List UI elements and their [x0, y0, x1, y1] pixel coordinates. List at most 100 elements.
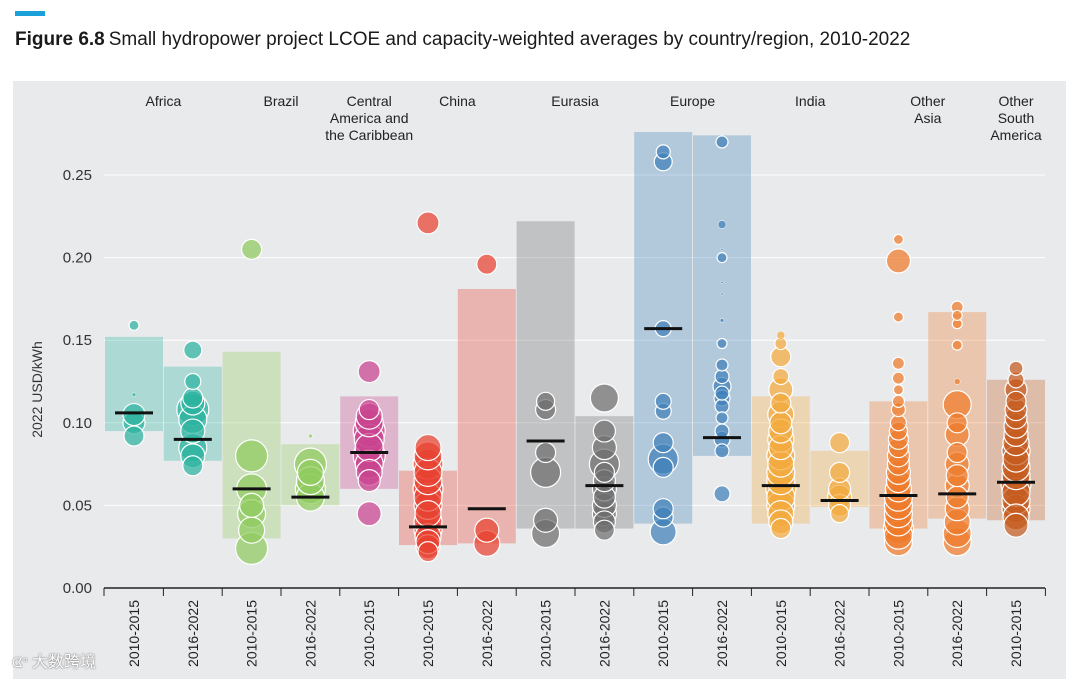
data-point: [945, 485, 969, 509]
region-label-line: Asia: [914, 110, 941, 126]
x-tick-label: 2010-2015: [1008, 600, 1024, 667]
y-tick-label: 0.10: [63, 415, 92, 432]
data-point: [716, 252, 728, 264]
data-point: [772, 367, 790, 386]
data-point: [946, 441, 968, 464]
data-point: [357, 359, 381, 384]
region-label: Central America and the Caribbean: [325, 93, 413, 143]
data-point: [719, 318, 725, 323]
x-tick-label: 2010-2015: [890, 600, 906, 667]
data-point: [589, 383, 620, 413]
data-point: [417, 541, 439, 563]
data-point: [770, 517, 792, 540]
data-point: [1005, 390, 1027, 412]
data-point: [720, 292, 724, 296]
data-point: [714, 385, 730, 401]
data-point: [128, 319, 140, 331]
region-label: India: [795, 93, 826, 109]
region-label-line: Other: [910, 93, 945, 109]
region-label: Africa: [146, 93, 182, 109]
data-point: [535, 391, 556, 411]
x-tick-label: 2010-2015: [244, 600, 260, 667]
region-label-line: Europe: [670, 93, 715, 109]
data-point: [892, 384, 905, 396]
data-point: [891, 356, 906, 370]
data-point: [183, 340, 203, 360]
region-label-line: South: [998, 110, 1035, 126]
data-point: [356, 501, 382, 527]
data-point: [235, 439, 269, 473]
data-point: [592, 419, 617, 443]
data-point: [180, 418, 206, 444]
data-point: [828, 432, 851, 454]
x-tick-label: 2010-2015: [361, 600, 377, 667]
x-tick-label: 2016-2022: [832, 600, 848, 667]
data-point: [358, 398, 380, 421]
data-point: [414, 500, 442, 528]
data-point: [184, 372, 202, 391]
region-label: China: [439, 93, 476, 109]
region-label-line: Africa: [146, 93, 182, 109]
data-point: [652, 456, 674, 479]
region-label-line: Central: [347, 93, 392, 109]
data-point: [713, 485, 731, 503]
region-label-line: America and: [330, 110, 409, 126]
y-tick-label: 0.00: [63, 580, 92, 597]
data-point: [182, 455, 204, 477]
data-point: [414, 433, 442, 462]
data-point: [1003, 512, 1029, 538]
region-label-line: Brazil: [263, 93, 298, 109]
region-label-line: the Caribbean: [325, 127, 413, 143]
data-point: [946, 412, 968, 434]
data-point: [714, 398, 730, 414]
y-tick-label: 0.15: [63, 332, 92, 349]
region-label: Eurasia: [551, 93, 599, 109]
data-point: [296, 458, 324, 486]
data-point: [354, 432, 384, 463]
y-tick-label: 0.25: [63, 167, 92, 184]
data-point: [951, 309, 963, 322]
data-point: [716, 337, 728, 350]
region-label-line: Eurasia: [551, 93, 599, 109]
data-point: [476, 253, 498, 275]
region-label: Other Asia: [910, 93, 945, 126]
data-point: [308, 433, 313, 439]
data-point: [652, 498, 674, 520]
data-point: [182, 387, 204, 409]
figure-label: Figure 6.8: [15, 29, 105, 50]
region-label-line: Other: [998, 93, 1033, 109]
x-tick-label: 2016-2022: [479, 600, 495, 667]
data-point: [889, 414, 908, 432]
region-label-line: China: [439, 93, 476, 109]
data-point: [238, 516, 266, 544]
data-point: [655, 144, 671, 160]
x-tick-label: 2010-2015: [420, 600, 436, 667]
data-point: [715, 135, 729, 149]
data-point: [891, 394, 906, 408]
data-point: [720, 247, 724, 251]
x-tick-label: 2016-2022: [596, 600, 612, 667]
data-point: [720, 280, 724, 284]
data-point: [776, 330, 786, 340]
data-point: [532, 507, 559, 533]
x-tick-label: 2010-2015: [126, 600, 142, 667]
watermark-text: 大数跨境: [32, 654, 97, 671]
region-label: Brazil: [263, 93, 298, 109]
data-point: [951, 339, 963, 351]
data-point: [892, 311, 905, 323]
x-tick-label: 2016-2022: [949, 600, 965, 667]
region-label: Other South America: [990, 93, 1042, 143]
x-tick-label: 2016-2022: [185, 600, 201, 667]
figure-title: Figure 6.8 Small hydropower project LCOE …: [15, 29, 910, 51]
weibo-icon: ᗧ°: [12, 655, 28, 670]
data-point: [714, 423, 730, 439]
title-accent-bar: [15, 11, 45, 16]
data-point: [891, 371, 906, 385]
data-point: [654, 392, 672, 410]
data-point: [714, 443, 730, 459]
x-tick-label: 2016-2022: [714, 600, 730, 667]
x-tick-label: 2010-2015: [773, 600, 789, 667]
figure-title-text: Small hydropower project LCOE and capaci…: [108, 29, 911, 50]
data-point: [241, 238, 263, 260]
